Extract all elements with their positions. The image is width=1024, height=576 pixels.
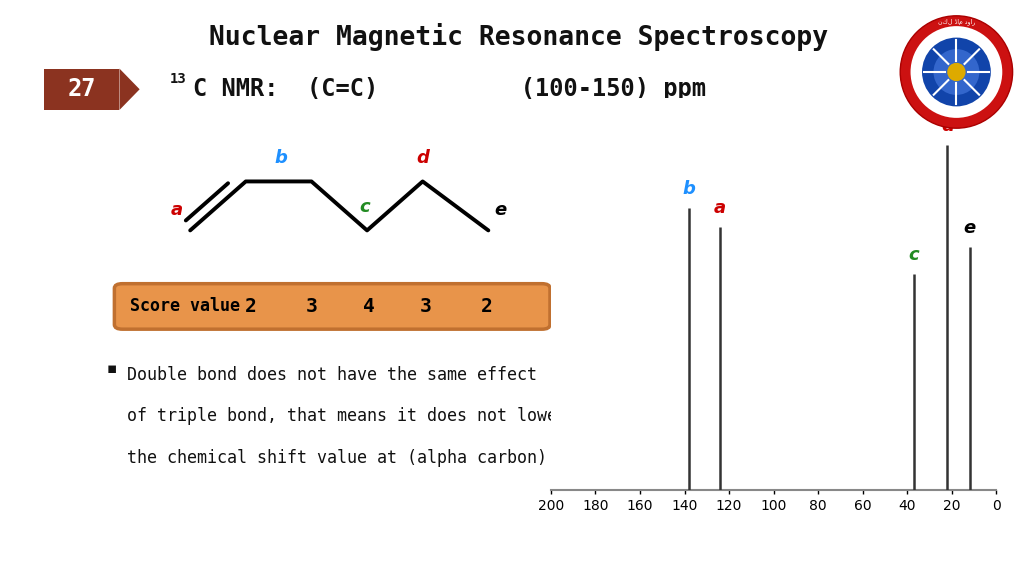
Text: 13: 13	[170, 72, 186, 86]
Text: 2: 2	[245, 297, 257, 316]
Text: a: a	[171, 201, 183, 219]
Text: d: d	[941, 117, 953, 135]
Text: ▪: ▪	[106, 361, 117, 376]
Text: of triple bond, that means it does not lower: of triple bond, that means it does not l…	[127, 407, 566, 425]
Text: e: e	[495, 201, 507, 219]
Circle shape	[910, 26, 1002, 118]
Text: a: a	[714, 199, 726, 217]
Text: b: b	[274, 149, 288, 168]
FancyBboxPatch shape	[44, 69, 120, 110]
Circle shape	[922, 37, 991, 107]
Text: Nuclear Magnetic Resonance Spectroscopy: Nuclear Magnetic Resonance Spectroscopy	[209, 24, 828, 51]
Text: the chemical shift value at (alpha carbon): the chemical shift value at (alpha carbo…	[127, 449, 547, 467]
Circle shape	[947, 63, 966, 81]
Text: 3: 3	[305, 297, 317, 316]
Text: b: b	[683, 180, 695, 198]
Text: Score value: Score value	[130, 297, 240, 316]
FancyBboxPatch shape	[115, 284, 550, 329]
Text: Double bond does not have the same effect: Double bond does not have the same effec…	[127, 366, 537, 384]
Text: d: d	[416, 149, 429, 168]
Circle shape	[900, 16, 1013, 128]
Text: 2: 2	[480, 297, 493, 316]
Text: c: c	[908, 247, 920, 264]
Text: e: e	[964, 219, 976, 237]
Circle shape	[934, 49, 979, 95]
Text: c: c	[359, 198, 371, 217]
Text: 3: 3	[420, 297, 431, 316]
Text: نكل ڈام دوار: نكل ڈام دوار	[938, 18, 975, 25]
Text: 27: 27	[68, 77, 96, 101]
Polygon shape	[120, 69, 139, 110]
Text: C NMR:  (C=C)          (100-150) ppm: C NMR: (C=C) (100-150) ppm	[194, 77, 707, 101]
Text: 4: 4	[364, 297, 375, 316]
